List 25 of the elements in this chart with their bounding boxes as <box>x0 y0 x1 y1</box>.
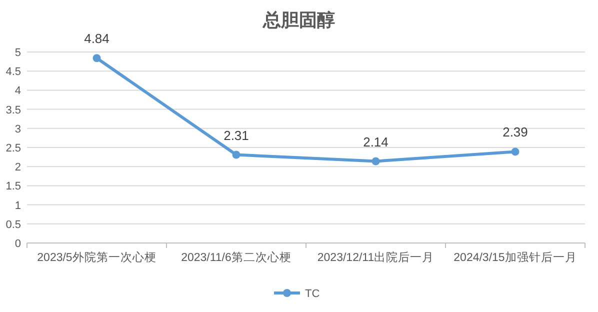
point <box>92 54 101 62</box>
point <box>372 157 380 166</box>
point <box>511 148 520 156</box>
y-tick-label: 1 <box>14 200 21 212</box>
x-tick-label: 2023/5外院第一次心梗 <box>37 250 156 264</box>
y-tick-label: 4 <box>14 85 21 98</box>
x-tick-label: 2023/12/11出院后一月 <box>317 250 434 264</box>
y-tick-label: 1.5 <box>6 180 21 193</box>
title: 总胆固醇 <box>263 10 335 30</box>
y-tick-label: 3 <box>14 123 21 136</box>
y-tick-label: 5 <box>14 47 21 59</box>
x-tick-label: 2024/3/15加强针后一月 <box>454 251 577 264</box>
y-tick-label: 0 <box>14 238 21 250</box>
data-label: 2.31 <box>224 128 249 143</box>
data-label: 4.84 <box>84 31 110 46</box>
data-label: 2.14 <box>363 134 388 150</box>
y-tick-label: 3.5 <box>6 104 21 116</box>
point <box>232 150 240 159</box>
x-tick-label: 2023/11/6第二次心梗 <box>181 250 292 264</box>
data-label: 2.39 <box>502 124 528 140</box>
legend-label: TC <box>305 288 320 300</box>
y-tick-label: 2 <box>14 162 21 174</box>
y-tick-label: 4.5 <box>6 66 21 78</box>
y-tick-label: 2.5 <box>6 142 21 154</box>
y-tick-label: 0.5 <box>6 218 21 231</box>
